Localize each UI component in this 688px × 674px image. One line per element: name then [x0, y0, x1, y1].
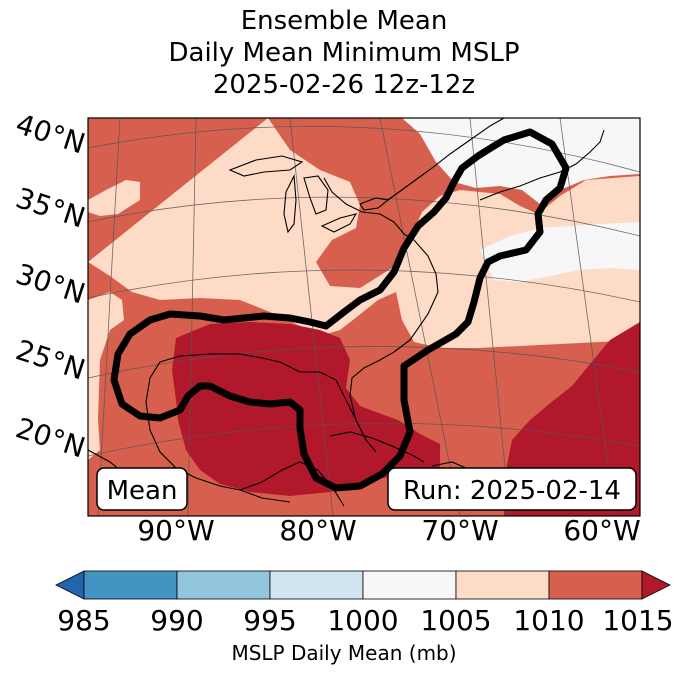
coast-gulf [145, 353, 367, 503]
mean-box: Mean [96, 467, 188, 511]
colorbar-tick-985: 985 [57, 604, 111, 637]
field-1005-1010-left [88, 292, 124, 460]
map-plot-area [88, 118, 640, 516]
colorbar-tick-1015: 1015 [602, 604, 674, 637]
coast-us-east [323, 177, 439, 453]
coast-cuba [329, 431, 425, 463]
title-line-1: Ensemble Mean [240, 6, 448, 36]
lat-label-20: 20°N [12, 411, 89, 464]
great-lake-huron [303, 175, 329, 215]
great-lake-michigan [283, 173, 297, 234]
title-line-3: 2025-02-26 12z-12z [212, 70, 476, 100]
coast-maritimes [479, 129, 605, 201]
field-1005-1010-west [88, 180, 140, 216]
field-1005-1010 [88, 118, 640, 348]
colorbar-segment-990-995 [176, 570, 271, 600]
lat-label-30: 30°N [12, 257, 89, 310]
lon-label-80w: 80°W [279, 514, 356, 547]
colorbar-segment-1010-1015 [548, 570, 643, 600]
mslp-contour [110, 128, 570, 492]
field-1000-1005 [402, 118, 640, 204]
field-1000-1005-east [480, 222, 640, 282]
lat-label-35: 35°N [12, 181, 89, 234]
field-1015-gulf [172, 322, 440, 496]
colorbar-tick-995: 995 [243, 604, 297, 637]
lon-label-60w: 60°W [563, 514, 640, 547]
colorbar-label: MSLP Daily Mean (mb) [231, 641, 457, 665]
great-lake-ontario [359, 197, 390, 211]
colorbar-extend-low [55, 570, 85, 600]
colorbar-segment-985-990 [83, 570, 178, 600]
great-lake-superior [228, 155, 304, 177]
colorbar [55, 570, 671, 600]
st-lawrence [387, 118, 505, 201]
colorbar-tick-1000: 1000 [327, 604, 399, 637]
mean-box-label: Mean [107, 476, 178, 506]
run-box: Run: 2025-02-14 [387, 467, 637, 511]
colorbar-segment-1005-1010 [455, 570, 550, 600]
great-lake-erie [320, 213, 358, 233]
colorbar-extend-high [641, 570, 671, 600]
graticule [88, 118, 640, 516]
lon-label-90w: 90°W [137, 514, 214, 547]
colorbar-tick-990: 990 [150, 604, 204, 637]
lat-label-40: 40°N [12, 107, 89, 160]
lat-label-25: 25°N [12, 333, 89, 386]
coast-hispaniola [431, 461, 467, 469]
title-line-2: Daily Mean Minimum MSLP [168, 38, 520, 68]
lon-label-70w: 70°W [421, 514, 498, 547]
run-box-label: Run: 2025-02-14 [403, 476, 621, 506]
colorbar-segment-995-1000 [269, 570, 364, 600]
colorbar-segment-1000-1005 [362, 570, 457, 600]
map-frame [87, 117, 641, 517]
colorbar-tick-1010: 1010 [513, 604, 585, 637]
colorbar-tick-1005: 1005 [420, 604, 492, 637]
